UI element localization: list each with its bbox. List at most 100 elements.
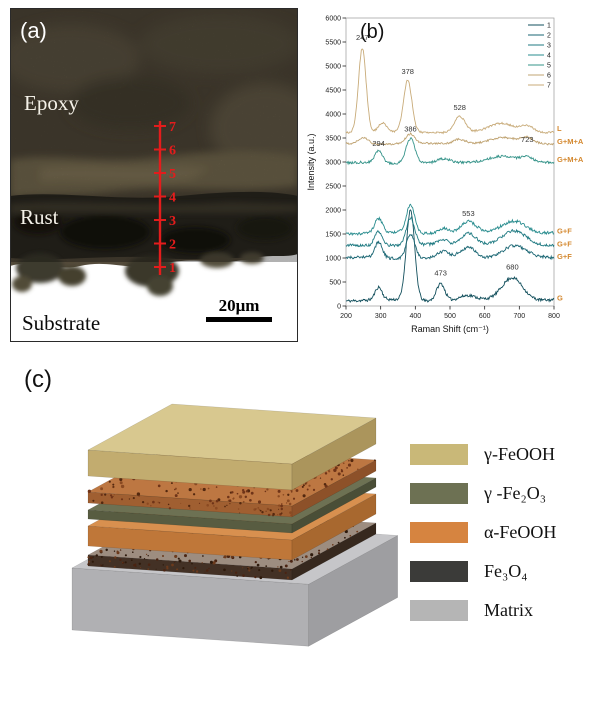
speckle-dot — [301, 556, 304, 558]
speckle-dot — [308, 484, 311, 487]
scale-bar — [206, 317, 272, 322]
spectrum-line-7 — [345, 48, 555, 135]
speckle-dot — [152, 500, 155, 504]
speckle-dot — [157, 484, 161, 488]
y-tick-label: 5500 — [325, 40, 341, 47]
speckle-dot — [323, 483, 327, 486]
speckle-dot — [259, 509, 262, 512]
speckle-dot — [285, 502, 288, 504]
measure-point-number: 5 — [169, 167, 176, 182]
speckle-dot — [211, 502, 215, 505]
speckle-dot — [119, 549, 122, 551]
speckle-dot — [310, 556, 312, 559]
chart-legend-label: 6 — [547, 73, 551, 80]
spectrum-line-4 — [345, 203, 555, 237]
speckle-dot — [215, 499, 219, 503]
speckle-dot — [278, 504, 281, 507]
speckle-dot — [150, 504, 152, 507]
y-tick-label: 5000 — [325, 64, 341, 71]
speckle-dot — [145, 553, 148, 556]
speckle-dot — [258, 569, 261, 572]
measure-point-number: 6 — [169, 144, 176, 159]
speckle-dot — [223, 556, 225, 558]
speckle-dot — [286, 499, 290, 503]
y-tick-label: 3000 — [325, 160, 341, 167]
y-tick-label: 1500 — [325, 232, 341, 239]
speckle-dot — [277, 495, 280, 498]
speckle-dot — [289, 511, 292, 514]
x-tick-label: 300 — [375, 313, 387, 320]
speckle-dot — [250, 567, 253, 569]
speckle-dot — [271, 569, 274, 572]
speckle-dot — [87, 563, 90, 566]
layer-top-gamma-FeOOH — [87, 403, 377, 465]
speckle-dot — [227, 495, 230, 499]
speckle-dot — [223, 555, 227, 559]
speckle-dot — [280, 507, 283, 511]
speckle-dot — [209, 499, 212, 503]
speckle-dot — [188, 488, 192, 492]
panel-b-raman-chart: 200 300 400 500 600 700 800 0 500 1000 1500 2000 250… — [302, 4, 596, 354]
speckle-dot — [248, 569, 251, 572]
speckle-dot — [201, 562, 203, 564]
speckle-dot — [302, 484, 305, 487]
speckle-dot — [241, 488, 245, 492]
speckle-dot — [136, 492, 141, 496]
y-tick-label: 6000 — [325, 16, 341, 23]
peak-label-680: 680 — [506, 263, 519, 272]
speckle-dot — [237, 508, 240, 510]
speckle-dot — [356, 530, 359, 533]
speckle-dot — [333, 468, 337, 472]
peak-label-723: 723 — [521, 135, 534, 144]
speckle-dot — [192, 569, 195, 572]
speckle-dot — [231, 570, 233, 572]
speckle-dot — [92, 499, 95, 502]
measure-point-number: 4 — [169, 191, 176, 206]
speckle-dot — [132, 497, 135, 500]
speckle-dot — [166, 567, 169, 570]
speckle-dot — [226, 504, 228, 507]
speckle-dot — [105, 548, 108, 552]
speckle-dot — [284, 564, 288, 568]
speckle-dot — [264, 490, 267, 493]
speckle-dot — [182, 567, 185, 570]
speckle-dot — [161, 554, 165, 558]
speckle-dot — [189, 507, 191, 509]
speckle-dot — [356, 468, 359, 471]
speckle-dot — [109, 494, 113, 497]
speckle-dot — [330, 478, 333, 481]
speckle-dot — [244, 495, 248, 499]
speckle-dot — [257, 507, 260, 509]
peak-label-553: 553 — [462, 209, 475, 218]
speckle-dot — [192, 493, 196, 496]
speckle-dot — [231, 491, 234, 494]
speckle-dot — [305, 483, 307, 485]
speckle-dot — [350, 458, 354, 463]
speckle-dot — [163, 568, 166, 572]
micrograph-svg: 7 6 5 4 3 2 1 (a) Epoxy Rust Substrate 20μm — [0, 8, 320, 342]
legend-swatch — [410, 444, 468, 465]
speckle-dot — [120, 498, 124, 501]
speckle-dot — [332, 543, 334, 546]
speckle-dot — [286, 576, 290, 579]
speckle-dot — [174, 554, 178, 558]
speckle-dot — [188, 559, 191, 563]
panel-a-micrograph: 7 6 5 4 3 2 1 (a) Epoxy Rust Substrate 20μm — [0, 8, 320, 342]
speckle-dot — [249, 498, 252, 502]
layer-side-alpha-FeOOH-thin — [291, 459, 377, 518]
peak-label-386: 386 — [404, 124, 417, 133]
measure-point-number: 2 — [169, 238, 176, 253]
legend-swatch — [410, 483, 468, 504]
speckle-dot — [236, 575, 239, 577]
speckle-dot — [130, 559, 133, 562]
speckle-dot — [100, 501, 104, 504]
speckle-dot — [326, 548, 329, 551]
speckle-dot — [266, 508, 269, 511]
speckle-dot — [287, 493, 290, 496]
y-tick-label: 3500 — [325, 136, 341, 143]
y-tick-label: 4000 — [325, 112, 341, 119]
y-tick-label: 500 — [329, 280, 341, 287]
speckle-dot — [173, 561, 176, 564]
plot-frame — [345, 17, 555, 307]
x-axis-label: Raman Shift (cm⁻¹) — [411, 324, 489, 334]
